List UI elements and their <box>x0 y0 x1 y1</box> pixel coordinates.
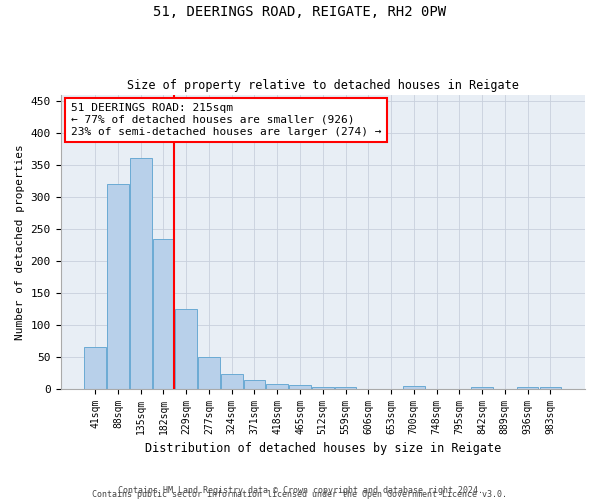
Bar <box>85 347 106 389</box>
Bar <box>517 387 538 388</box>
Text: 51, DEERINGS ROAD, REIGATE, RH2 0PW: 51, DEERINGS ROAD, REIGATE, RH2 0PW <box>154 5 446 19</box>
Bar <box>471 387 493 388</box>
Bar <box>403 386 425 388</box>
Bar <box>107 184 129 388</box>
Text: Contains public sector information licensed under the Open Government Licence v3: Contains public sector information licen… <box>92 490 508 499</box>
Bar <box>266 384 288 388</box>
Bar <box>244 380 265 388</box>
Bar <box>289 386 311 388</box>
Bar <box>312 387 334 388</box>
Bar <box>175 309 197 388</box>
Bar <box>130 158 152 388</box>
Y-axis label: Number of detached properties: Number of detached properties <box>15 144 25 340</box>
X-axis label: Distribution of detached houses by size in Reigate: Distribution of detached houses by size … <box>145 442 501 455</box>
Bar <box>198 356 220 388</box>
Title: Size of property relative to detached houses in Reigate: Size of property relative to detached ho… <box>127 79 519 92</box>
Bar <box>152 239 174 388</box>
Text: 51 DEERINGS ROAD: 215sqm
← 77% of detached houses are smaller (926)
23% of semi-: 51 DEERINGS ROAD: 215sqm ← 77% of detach… <box>71 104 382 136</box>
Text: Contains HM Land Registry data © Crown copyright and database right 2024.: Contains HM Land Registry data © Crown c… <box>118 486 482 495</box>
Bar <box>221 374 242 388</box>
